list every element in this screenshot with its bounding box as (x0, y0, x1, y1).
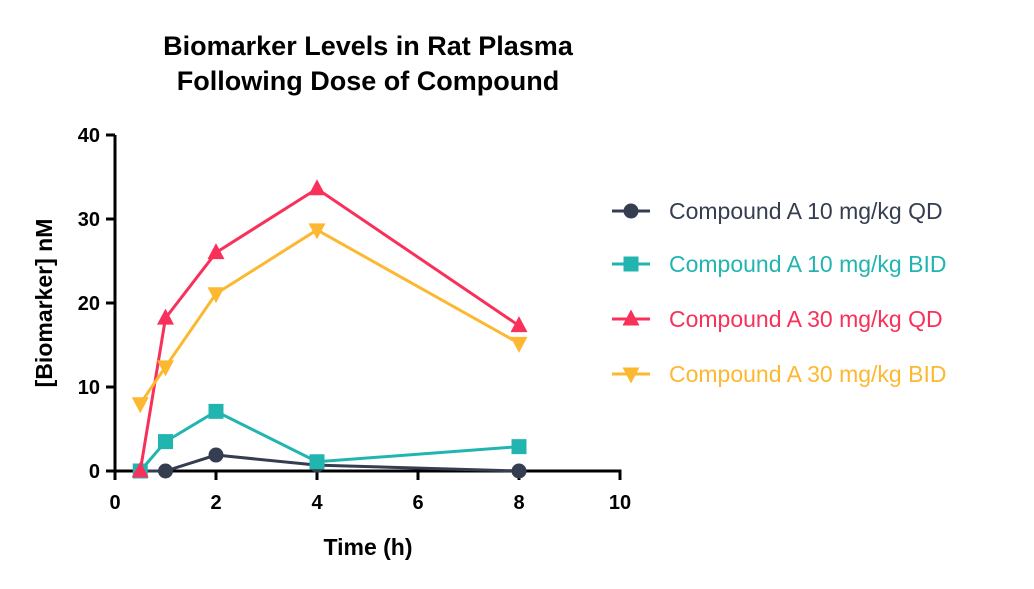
data-point (131, 461, 149, 478)
legend-label: Compound A 10 mg/kg QD (669, 198, 943, 224)
x-axis-label: Time (h) (323, 534, 412, 560)
data-point (208, 447, 224, 463)
series-1 (132, 447, 527, 479)
x-tick-label: 0 (109, 492, 120, 514)
data-point (131, 397, 149, 414)
series-3 (131, 179, 528, 478)
x-tick-label: 4 (311, 492, 323, 514)
series-2 (132, 403, 527, 479)
y-tick-label: 10 (78, 377, 100, 399)
data-point (510, 316, 528, 333)
x-tick-label: 8 (513, 492, 524, 514)
legend-marker (623, 203, 639, 219)
data-point (309, 454, 325, 470)
legend-label: Compound A 10 mg/kg BID (669, 251, 946, 277)
data-point (158, 463, 173, 479)
y-tick-label: 30 (78, 209, 100, 231)
series-4 (131, 223, 528, 414)
data-point (208, 403, 224, 419)
legend-label: Compound A 30 mg/kg QD (669, 306, 943, 332)
data-point (511, 439, 527, 455)
data-point (510, 336, 528, 353)
legend-label: Compound A 30 mg/kg BID (669, 361, 946, 387)
y-tick-label: 0 (89, 461, 100, 483)
legend-marker (622, 309, 640, 326)
x-tick-label: 6 (412, 492, 423, 514)
data-point (511, 463, 527, 479)
x-tick-label: 10 (609, 492, 631, 514)
legend-item: Compound A 10 mg/kg QD (612, 198, 943, 224)
legend-item: Compound A 10 mg/kg BID (612, 251, 946, 277)
data-point (157, 308, 174, 325)
y-tick-label: 40 (78, 125, 100, 147)
data-point (157, 360, 174, 377)
data-point (158, 434, 173, 450)
y-axis-label: [Biomarker] nM (31, 219, 57, 388)
legend-marker (623, 256, 639, 272)
series-line (139, 228, 520, 405)
legend-item: Compound A 30 mg/kg BID (612, 361, 946, 387)
series-line (138, 186, 520, 472)
chart-title-line-2: Following Dose of Compound (177, 66, 559, 96)
chart-title-line-1: Biomarker Levels in Rat Plasma (163, 31, 574, 61)
data-point (207, 287, 225, 304)
series-line (140, 453, 520, 473)
legend-item: Compound A 30 mg/kg QD (612, 306, 943, 332)
data-point (207, 243, 225, 260)
y-tick-label: 20 (78, 293, 100, 315)
x-tick-label: 2 (210, 492, 221, 514)
data-point (308, 223, 326, 240)
legend-marker (622, 367, 640, 384)
data-point (308, 179, 326, 196)
